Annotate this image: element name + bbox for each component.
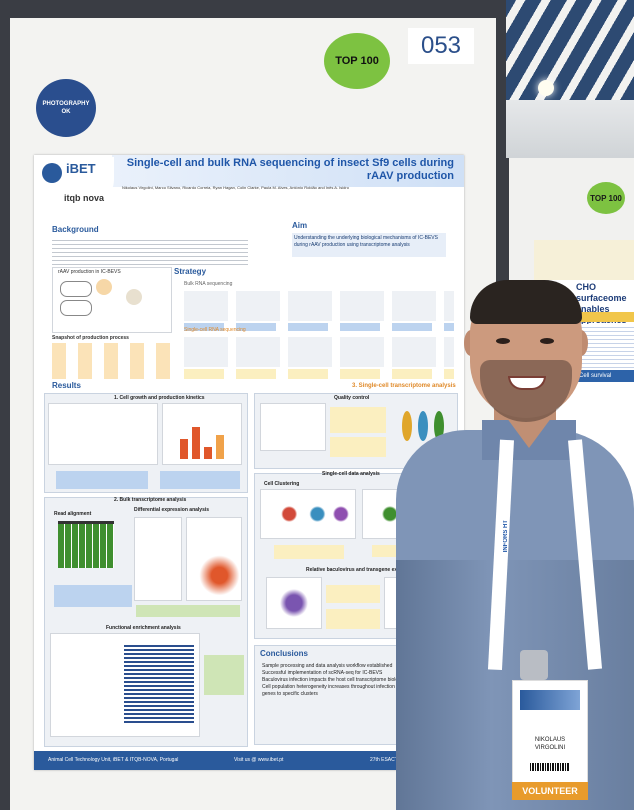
neighbor-poster-section: Cell survival (575, 370, 634, 382)
diff-expr-note (136, 605, 240, 617)
diff-expr-heading: Differential expression analysis (134, 507, 210, 513)
vector-icon-2 (60, 300, 92, 316)
single-workflow (184, 337, 454, 367)
conclusion-item: Sample processing and data analysis work… (262, 663, 393, 669)
results-2-heading: 2. Bulk transcriptome analysis (114, 497, 187, 503)
conclusions-list: Sample processing and data analysis work… (262, 663, 452, 698)
results-1-note-b (160, 471, 240, 489)
itqb-logo-text: itqb nova (64, 193, 104, 203)
conclusion-item: Successful implementation of scRNA-seq f… (262, 670, 383, 676)
top100-badge: TOP 100 (324, 33, 390, 89)
badge-name: NIKOLAUS VIRGOLINI (512, 736, 588, 752)
qc-violin-plot (260, 403, 326, 451)
exhibition-hall (500, 100, 634, 160)
enrichment-bars (124, 645, 194, 725)
footer-left: Animal Cell Technology Unit, iBET & ITQB… (48, 757, 179, 763)
clustering-note-1 (274, 545, 344, 559)
badge-clip (520, 650, 548, 680)
violin-3 (434, 411, 444, 441)
titer-bar-2 (192, 427, 200, 459)
vector-icon (60, 281, 92, 297)
section-results: Results (52, 381, 81, 390)
board-number: 053 (408, 28, 474, 64)
relative-expression-heading: Relative baculovirus and transgene expre… (306, 567, 418, 573)
badge-barcode (530, 763, 570, 771)
relative-note-1 (326, 585, 380, 603)
poster-title: Single-cell and bulk RNA sequencing of i… (126, 157, 454, 182)
titer-bar-1 (180, 439, 188, 459)
section-aim: Aim (292, 221, 308, 230)
titer-bar-4 (216, 435, 224, 459)
gp64-umap (266, 577, 322, 629)
ibet-logo-icon (42, 163, 62, 183)
bulk-heading: Bulk RNA sequencing (184, 281, 233, 287)
person-hair (470, 280, 582, 324)
conclusion-item: Cell population heterogeneity increases … (262, 684, 438, 697)
poster-title-bar (112, 155, 464, 187)
volcano-plot-late (186, 517, 242, 601)
cell-icon (96, 279, 112, 295)
footer-mid: Visit us @ www.ibet.pt (234, 757, 284, 763)
growth-plot (48, 403, 158, 465)
lanyard-print: INFORS HT (503, 520, 509, 553)
qc-note-1 (330, 407, 386, 433)
single-workflow-notes (184, 369, 454, 379)
conclusion-item: Baculovirus infection impacts the host c… (262, 677, 433, 683)
footer-right: 27th ESACT Meeting (370, 757, 417, 763)
alignment-note (54, 585, 132, 607)
umap-by-time (260, 489, 356, 539)
snapshot-heading: Snapshot of production process (52, 335, 129, 341)
neighbor-poster-band (575, 312, 634, 322)
violin-2 (418, 411, 428, 441)
ibet-logo-text: iBET (66, 161, 96, 176)
volcano-plot-early (134, 517, 182, 601)
alignment-bars (58, 521, 114, 568)
poster-authors: Nikolaus Virgolini, Marco Silvano, Ricar… (122, 185, 349, 190)
background-text (52, 237, 248, 265)
person-eye-left (496, 338, 510, 344)
neighbor-poster-header (534, 240, 634, 280)
poster-footer: Animal Cell Technology Unit, iBET & ITQB… (34, 751, 464, 770)
aim-text: Understanding the underlying biological … (292, 233, 446, 257)
neighbor-top100-badge: TOP 100 (587, 182, 625, 214)
titer-bar-3 (204, 447, 212, 459)
badge-first-name: NIKOLAUS (534, 737, 566, 743)
results-3-heading: 3. Single-cell transcriptome analysis (352, 383, 456, 389)
ceiling-lamp (538, 80, 554, 96)
results-1-heading: 1. Cell growth and production kinetics (114, 395, 205, 401)
badge-header (520, 690, 580, 710)
violin-1 (402, 411, 412, 441)
qc-note-2 (330, 437, 386, 457)
functional-heading: Functional enrichment analysis (106, 625, 181, 631)
bulk-workflow-notes (184, 323, 454, 331)
person-eye-right (540, 338, 554, 344)
relative-note-2 (326, 609, 380, 629)
badge-last-name: VIRGOLINI (534, 745, 566, 751)
bulk-workflow (184, 291, 454, 321)
virus-icon (126, 289, 142, 305)
quality-heading: Quality control (334, 395, 370, 401)
sc-data-heading: Single-cell data analysis (322, 471, 380, 477)
section-background: Background (52, 225, 99, 234)
read-alignment-heading: Read alignment (54, 511, 92, 517)
single-heading: Single-cell RNA sequencing (184, 327, 246, 333)
photo-badge-line1: PHOTOGRAPHY (42, 101, 90, 107)
clustering-heading: Cell Clustering (264, 481, 300, 487)
photo-badge-line2: OK (61, 109, 71, 115)
snapshot-images (52, 343, 182, 379)
section-conclusions: Conclusions (260, 649, 309, 658)
titer-bar-plot (162, 403, 242, 465)
rAAV-heading: rAAV production in IC-BEVS (58, 269, 121, 275)
section-strategy: Strategy (174, 267, 207, 276)
functional-note (204, 655, 244, 695)
badge-role: VOLUNTEER (512, 782, 588, 800)
photography-ok-badge: PHOTOGRAPHY OK (36, 79, 96, 137)
results-1-note-a (56, 471, 148, 489)
